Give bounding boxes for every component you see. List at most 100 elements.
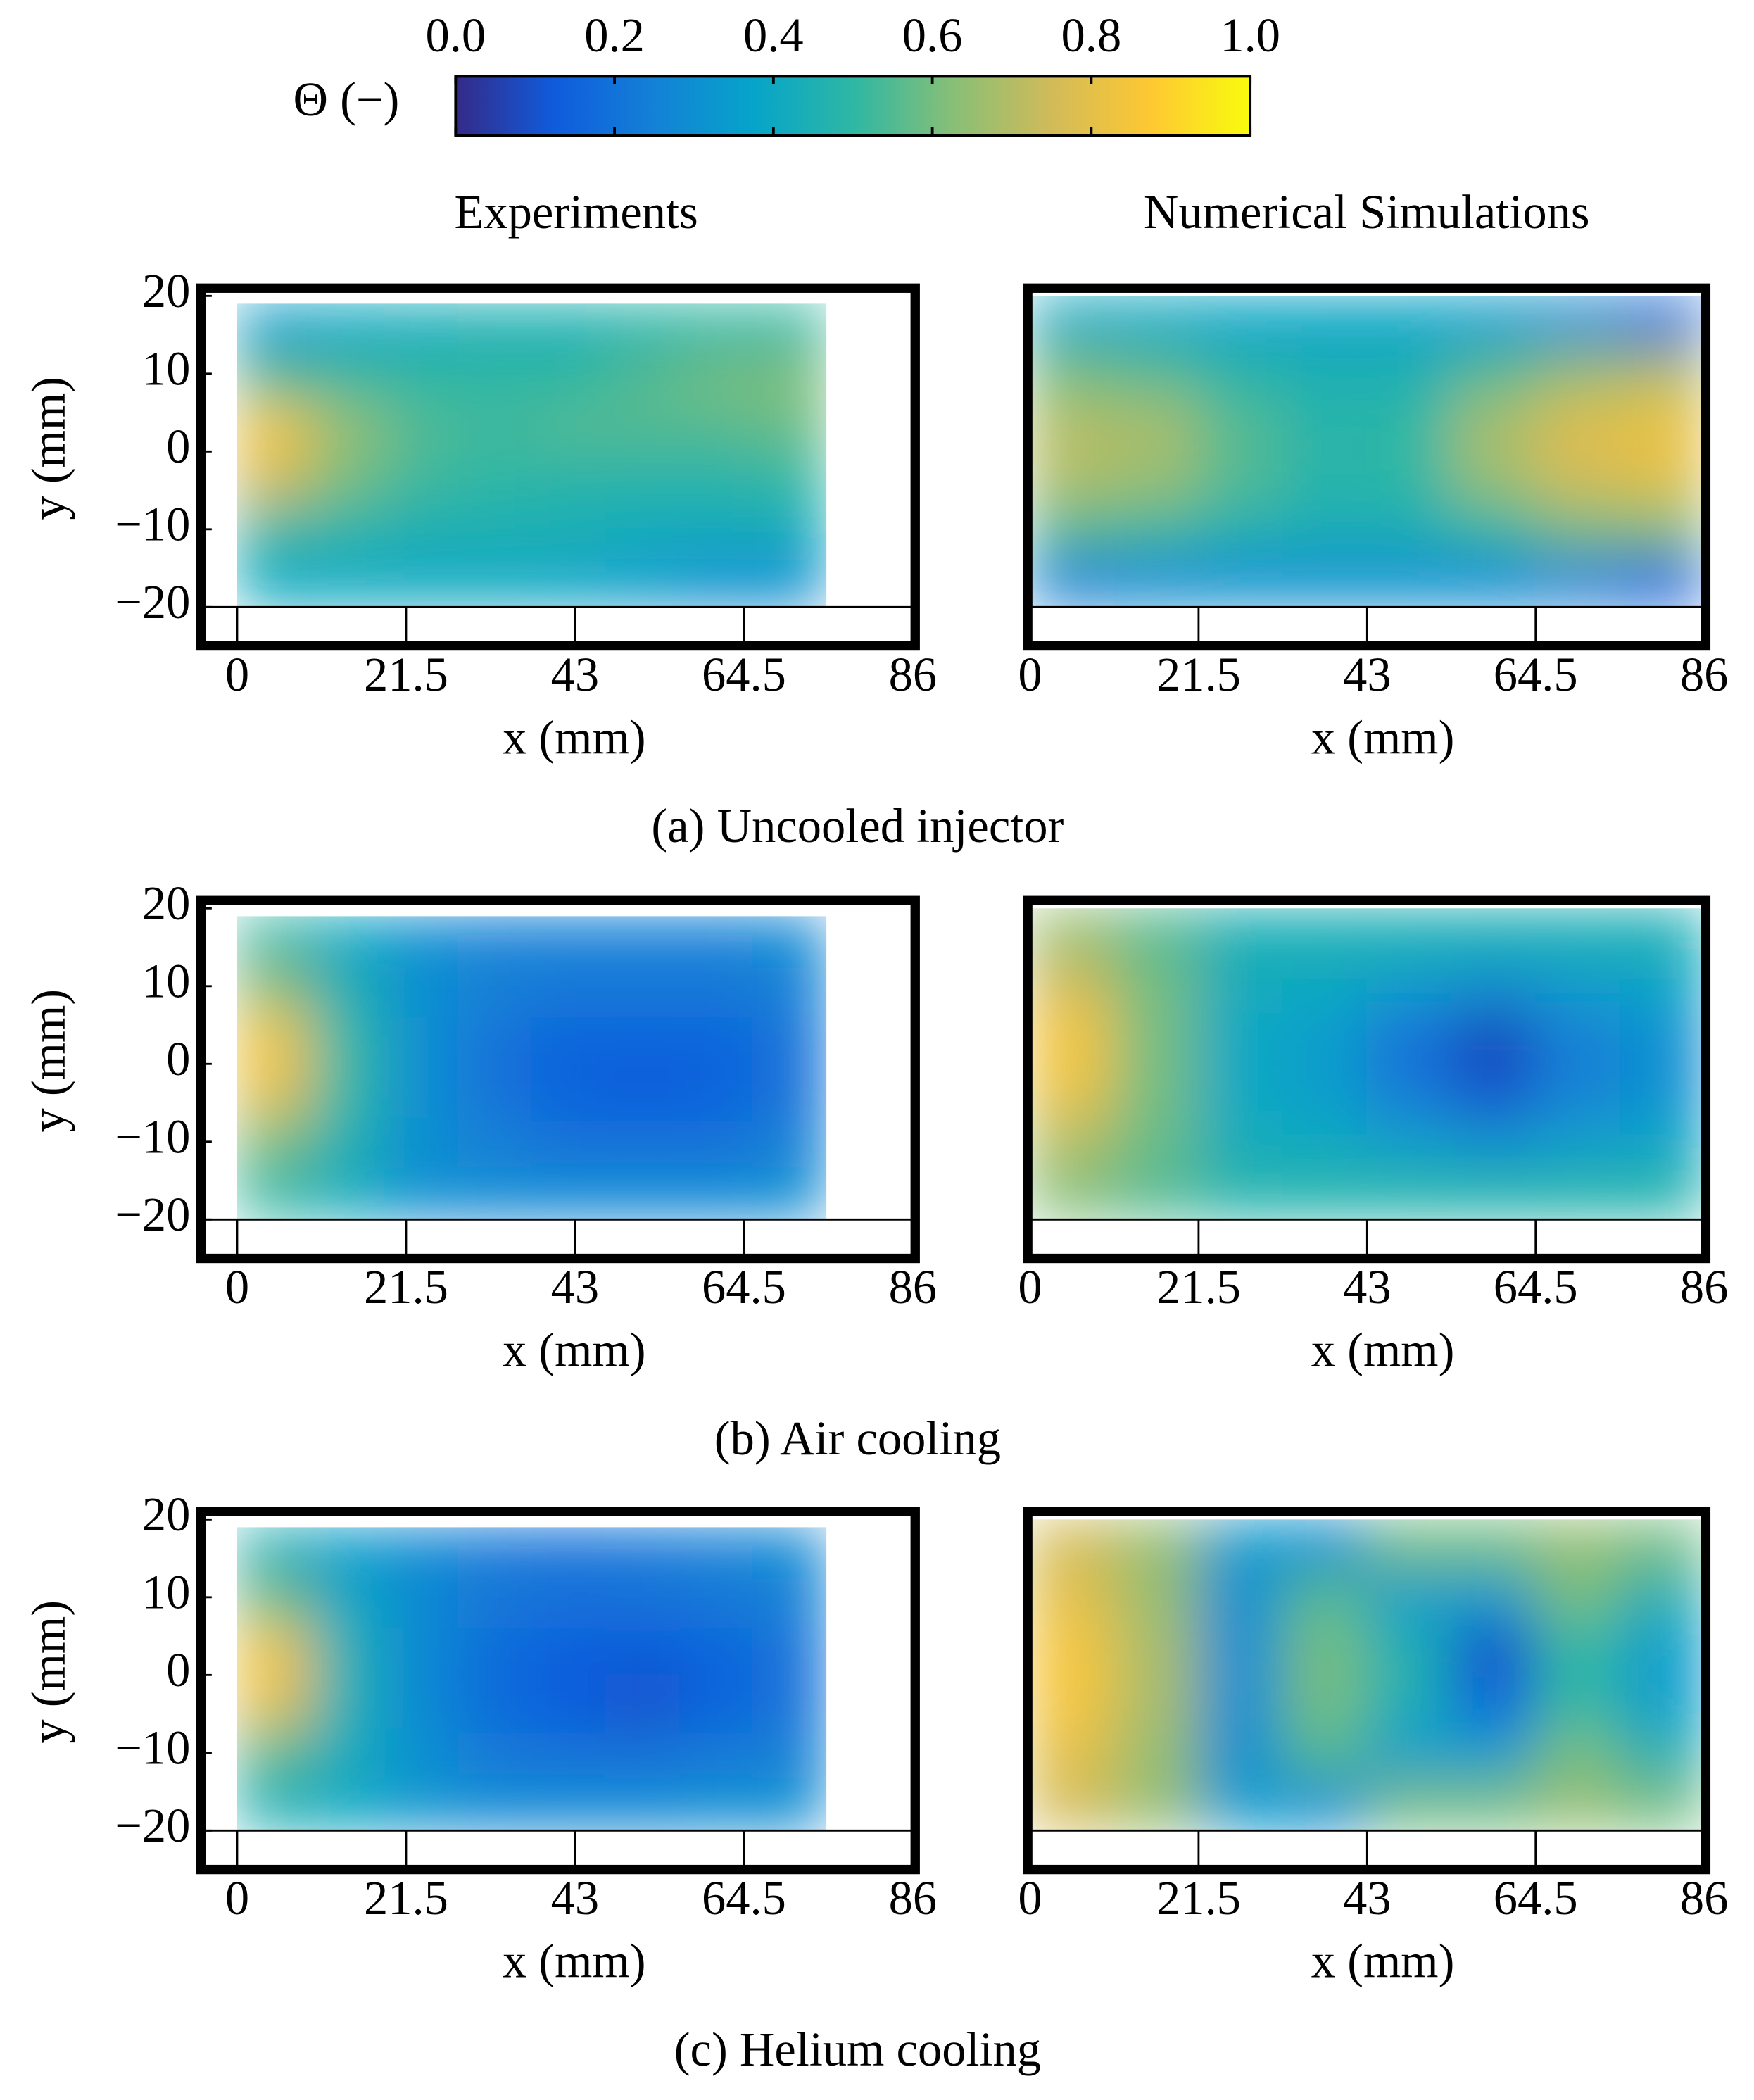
heatmap-cell — [1197, 1571, 1284, 1624]
heatmap-cell — [1282, 503, 1368, 556]
heatmap-cell — [1113, 1622, 1199, 1676]
heatmap-cell — [605, 1017, 680, 1069]
heatmap-cell — [1366, 960, 1452, 1013]
heatmap-cell — [1366, 1519, 1452, 1572]
heatmap-cell — [752, 1779, 827, 1831]
x-tick-label: 21.5 — [364, 1260, 448, 1314]
heatmap-cell — [1534, 1571, 1621, 1624]
heatmap-cell — [1030, 1519, 1116, 1572]
heatmap-cell — [1113, 1778, 1199, 1831]
heatmap-cell — [1113, 908, 1199, 961]
heatmap-cell — [1619, 1778, 1705, 1831]
heatmap-cell — [1534, 1519, 1621, 1572]
heatmap-cell — [1366, 1063, 1452, 1117]
heatmap-cell — [457, 1628, 533, 1680]
heatmap-cell — [678, 966, 754, 1018]
heatmap-cell — [457, 1117, 533, 1170]
heatmap-cell — [310, 505, 386, 558]
heatmap-cell — [1451, 1571, 1537, 1624]
heatmap-cell — [384, 303, 459, 356]
heatmap-cell — [1282, 1114, 1368, 1169]
heatmap-cell — [1619, 960, 1705, 1013]
heatmap-cell — [1030, 1063, 1116, 1117]
heatmap-cell — [384, 916, 459, 968]
y-tick-label: −20 — [115, 1799, 190, 1852]
heatmap-cell — [752, 1678, 827, 1730]
heatmap-cell — [531, 1628, 607, 1680]
heatmap-cell — [531, 404, 607, 456]
heatmap-cell — [1534, 296, 1621, 348]
heatmap-cell — [457, 1527, 533, 1579]
heatmap-cell — [605, 1527, 680, 1579]
heatmap-cell — [1113, 1674, 1199, 1728]
heatmap-cells — [1030, 1519, 1705, 1831]
heatmap-cell — [1534, 1167, 1621, 1220]
x-tick-label: 43 — [551, 648, 600, 701]
heatmap-cell — [310, 353, 386, 405]
heatmap-cell — [531, 505, 607, 558]
x-tick-label: 86 — [1680, 1260, 1729, 1314]
heatmap — [1030, 908, 1705, 1220]
y-tick-label: −10 — [115, 1110, 190, 1164]
heatmap-cell — [236, 1017, 312, 1069]
heatmap-cell — [1534, 908, 1621, 961]
x-tick-label: 86 — [889, 1871, 938, 1925]
heatmap-cell — [1451, 1674, 1537, 1728]
heatmap-cell — [752, 1117, 827, 1170]
y-tick-label: 10 — [142, 342, 191, 396]
heatmap-cell — [1030, 908, 1116, 961]
y-axis-label: y (mm) — [22, 1600, 75, 1744]
heatmap-cell — [531, 353, 607, 405]
heatmap-cell — [1113, 1571, 1199, 1624]
heatmap-cell — [1534, 503, 1621, 556]
heatmap-cell — [1619, 1519, 1705, 1572]
heatmap-cell — [1451, 1063, 1537, 1117]
heatmap-cell — [531, 1527, 607, 1579]
x-axis-label: x (mm) — [1311, 1323, 1455, 1376]
heatmap-cell — [236, 454, 312, 507]
heatmap — [236, 1527, 827, 1831]
heatmap-cell — [605, 353, 680, 405]
heatmap-cell — [236, 1117, 312, 1170]
heatmap-cell — [310, 916, 386, 968]
frame — [1023, 283, 1711, 651]
x-tick-label: 64.5 — [702, 1871, 786, 1925]
heatmap-cell — [236, 404, 312, 456]
heatmap-cell — [1619, 347, 1705, 401]
heatmap-cell — [457, 454, 533, 507]
heatmap — [1030, 1519, 1705, 1831]
heatmap-cell — [752, 303, 827, 356]
x-tick-label: 43 — [1343, 648, 1392, 701]
heatmap-cell — [384, 1577, 459, 1629]
heatmap-cell — [1619, 398, 1705, 453]
heatmap-cell — [605, 1168, 680, 1220]
heatmap-cell — [1534, 1726, 1621, 1780]
heatmap-cell — [1197, 347, 1284, 401]
heatmap-cell — [1451, 398, 1537, 453]
heatmap-cells — [236, 916, 827, 1220]
heatmap-cell — [531, 1017, 607, 1069]
heatmap-cell — [678, 353, 754, 405]
colorbar-tick-label: 0.0 — [425, 8, 486, 62]
heatmap-cell — [1030, 1726, 1116, 1780]
heatmap-cell — [752, 916, 827, 968]
y-tick-label: 0 — [166, 1643, 190, 1697]
heatmap-cell — [310, 966, 386, 1018]
caption: (a) Uncooled injector — [651, 799, 1064, 853]
heatmap-cell — [310, 1067, 386, 1119]
y-tick-label: 20 — [142, 264, 191, 317]
heatmap-cell — [310, 1017, 386, 1069]
heatmap-cell — [457, 916, 533, 968]
heatmap-cell — [1366, 1778, 1452, 1831]
x-tick-label: 64.5 — [1494, 1260, 1578, 1314]
frame — [1023, 895, 1711, 1264]
heatmap-cell — [1197, 1114, 1284, 1169]
heatmap-cell — [1534, 1778, 1621, 1831]
heatmap-cell — [310, 303, 386, 356]
heatmap-cell — [1197, 1063, 1284, 1117]
heatmap-cell — [1197, 451, 1284, 504]
heatmap-cell — [236, 303, 312, 356]
y-tick-label: 20 — [142, 876, 191, 930]
heatmap-cell — [384, 1779, 459, 1831]
heatmap-cell — [678, 1779, 754, 1831]
